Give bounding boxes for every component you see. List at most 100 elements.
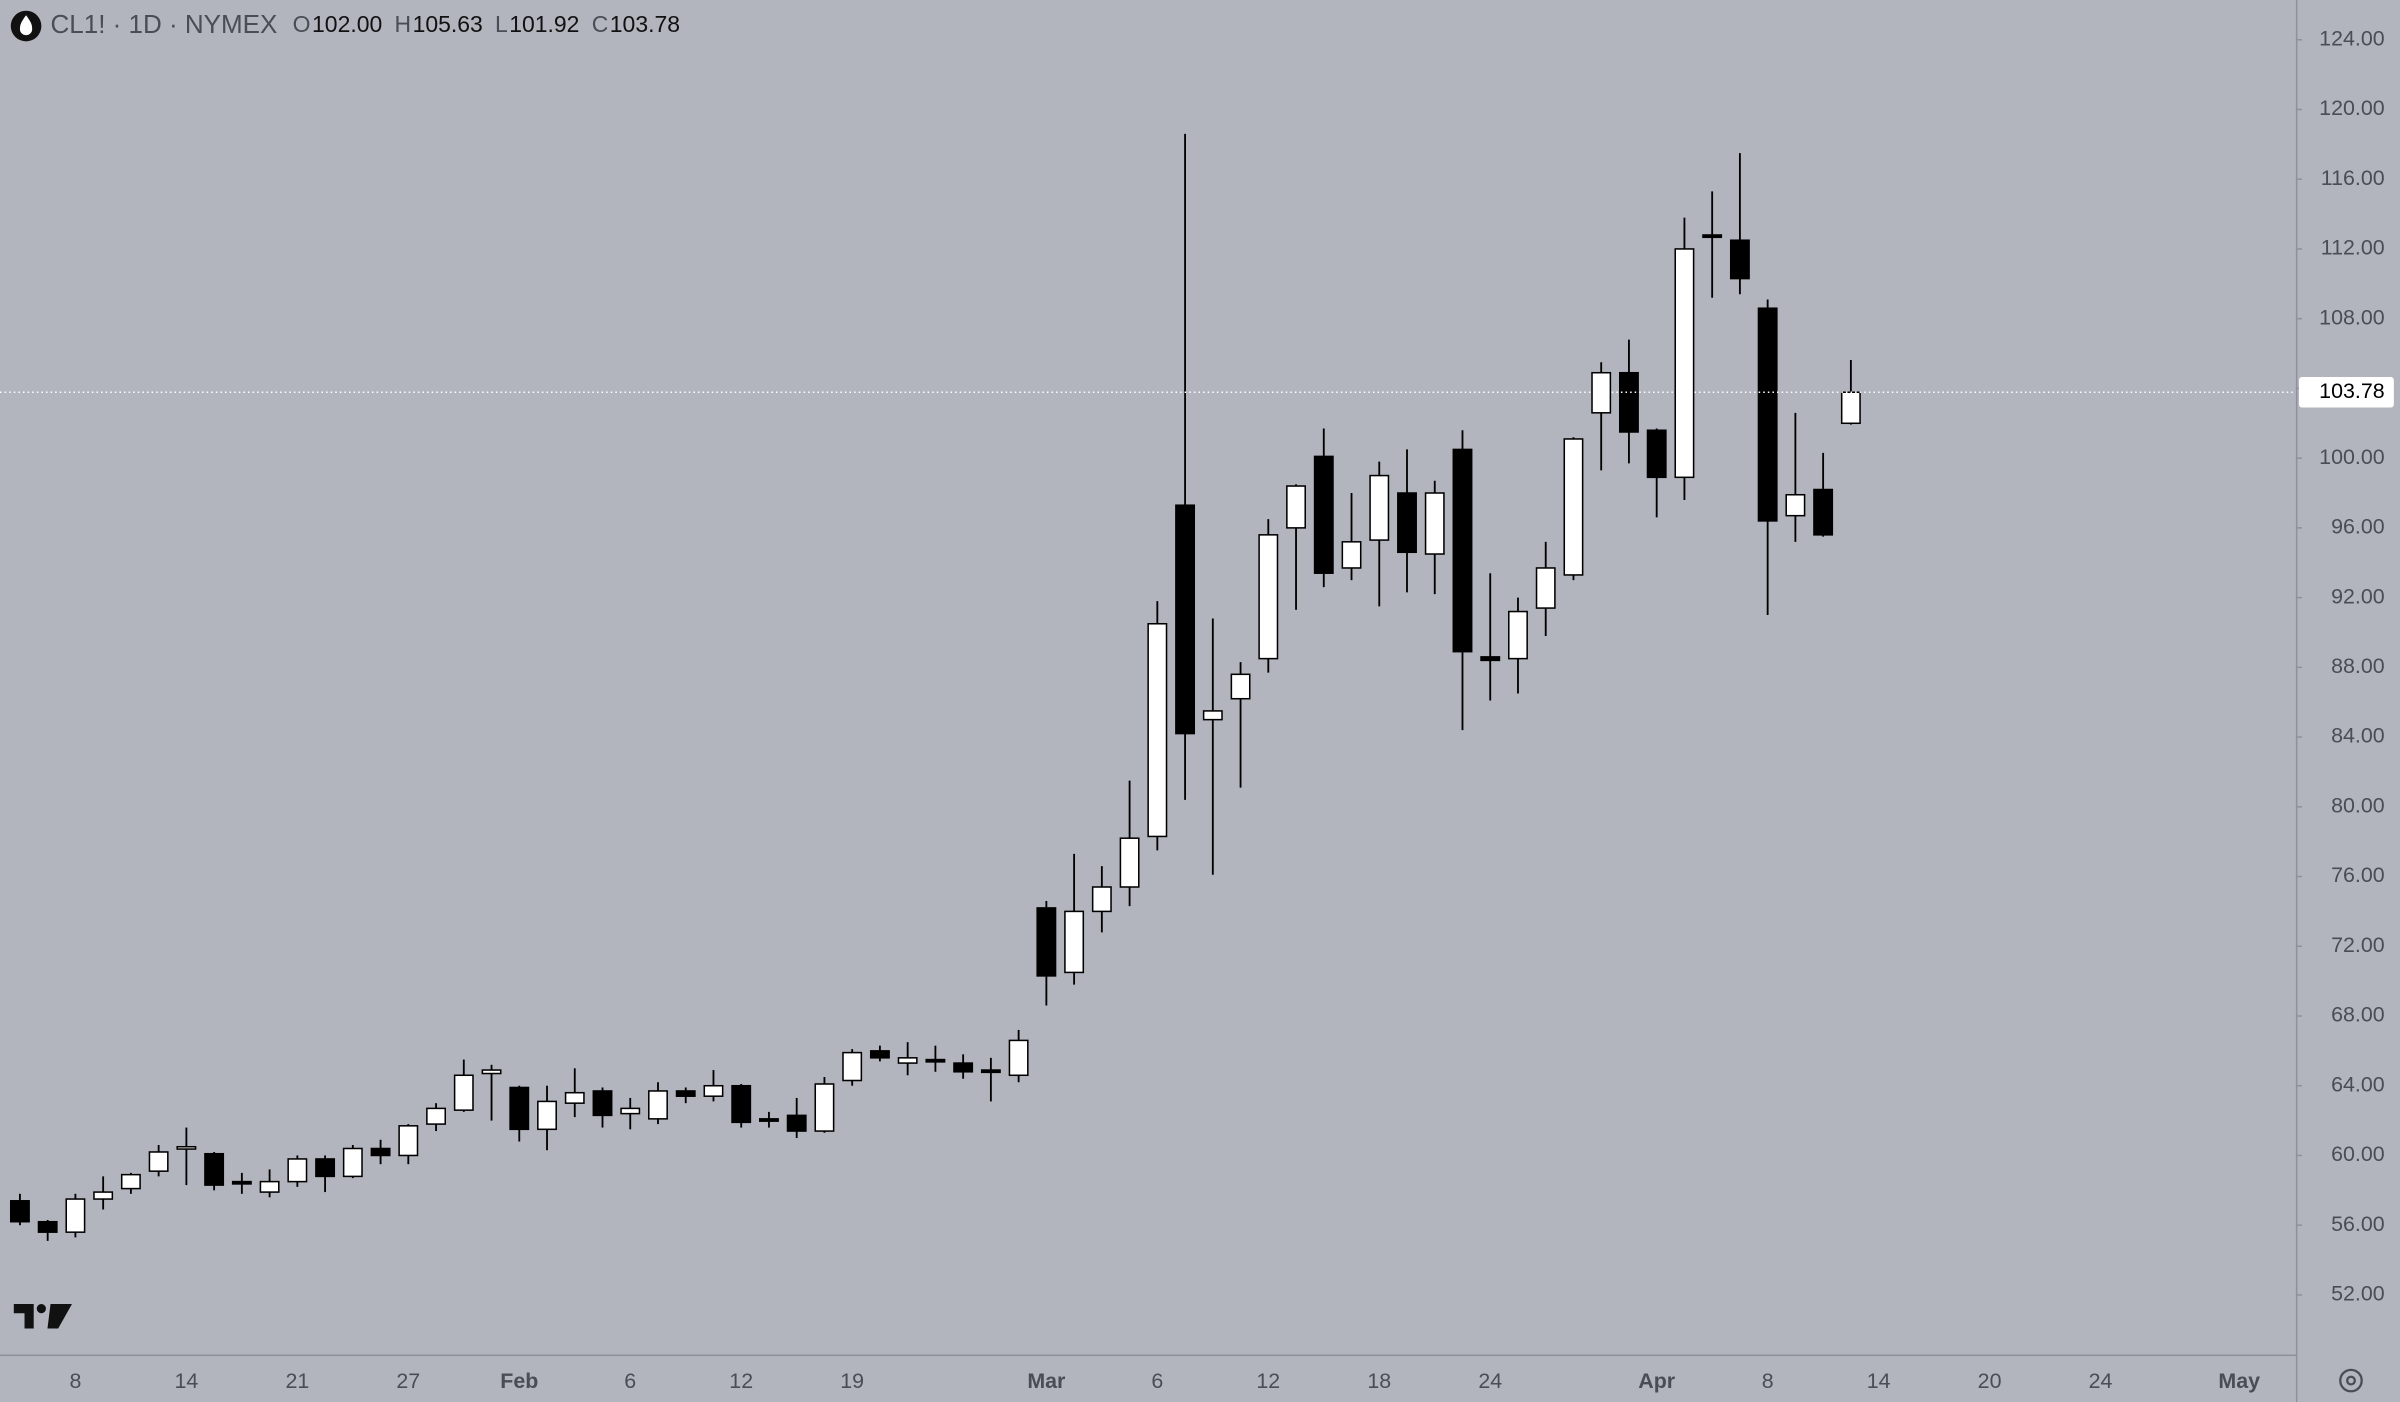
x-tick-label: 18 bbox=[1367, 1369, 1391, 1393]
x-tick-label: Mar bbox=[1027, 1369, 1065, 1393]
candle bbox=[509, 1085, 530, 1142]
candle bbox=[1008, 1029, 1029, 1083]
candle-body bbox=[204, 1152, 225, 1186]
candle-body bbox=[342, 1147, 363, 1178]
ohlc-key: L bbox=[495, 11, 508, 37]
ohlc-value: 101.92 bbox=[509, 11, 579, 37]
candle bbox=[1397, 449, 1417, 593]
y-tick-label: 92.00 bbox=[2331, 584, 2385, 608]
settings-ring[interactable] bbox=[2339, 1368, 2363, 1393]
candle-body bbox=[1147, 622, 1168, 838]
candle bbox=[287, 1155, 308, 1187]
candle bbox=[1424, 480, 1445, 595]
x-tick-label: 24 bbox=[2089, 1369, 2113, 1393]
x-tick-label: Feb bbox=[500, 1369, 538, 1393]
x-tick-label: 12 bbox=[729, 1369, 753, 1393]
candle bbox=[1147, 601, 1168, 851]
candle-body bbox=[176, 1145, 197, 1150]
candle bbox=[9, 1193, 30, 1226]
settings-core[interactable] bbox=[2346, 1375, 2356, 1386]
candle bbox=[592, 1087, 613, 1128]
x-tick-label: 20 bbox=[1978, 1369, 2002, 1393]
ohlc-value: 105.63 bbox=[413, 11, 483, 37]
x-tick-label: 8 bbox=[69, 1369, 81, 1393]
candle bbox=[1258, 519, 1279, 673]
x-tick-label: 14 bbox=[1867, 1369, 1891, 1393]
candle-body bbox=[1702, 234, 1723, 239]
candle-body bbox=[814, 1083, 835, 1132]
y-tick-label: 112.00 bbox=[2321, 236, 2385, 260]
x-tick-label: 19 bbox=[840, 1369, 864, 1393]
candle bbox=[1535, 541, 1556, 636]
candle-body bbox=[453, 1074, 474, 1111]
candle-body bbox=[1397, 492, 1417, 554]
candle bbox=[1230, 662, 1251, 788]
y-tick-label: 64.00 bbox=[2331, 1072, 2385, 1096]
candle-body bbox=[1618, 371, 1639, 433]
x-tick-label: May bbox=[2218, 1369, 2260, 1393]
last-price-tag bbox=[2298, 376, 2394, 408]
settings-icon[interactable] bbox=[2339, 1368, 2363, 1393]
y-tick-label: 80.00 bbox=[2331, 793, 2385, 817]
candle bbox=[1618, 339, 1639, 464]
candle-body bbox=[1757, 307, 1778, 522]
candle-body bbox=[925, 1058, 946, 1063]
candle bbox=[980, 1057, 1001, 1102]
candle-body bbox=[786, 1114, 807, 1132]
candle-body bbox=[980, 1069, 1001, 1074]
candle bbox=[231, 1172, 252, 1194]
candle bbox=[1341, 493, 1362, 581]
candle bbox=[953, 1054, 974, 1079]
symbol-drop bbox=[19, 15, 33, 36]
y-tick-label: 60.00 bbox=[2331, 1142, 2385, 1166]
y-tick-label: 84.00 bbox=[2331, 724, 2385, 748]
y-tick-label: 108.00 bbox=[2319, 305, 2385, 329]
candle bbox=[65, 1193, 86, 1238]
candle bbox=[537, 1085, 557, 1151]
candle-body bbox=[869, 1050, 890, 1059]
candle-body bbox=[65, 1198, 86, 1233]
candle bbox=[398, 1124, 419, 1165]
candle-body bbox=[731, 1084, 752, 1124]
logo-v bbox=[47, 1304, 72, 1329]
candle-body bbox=[592, 1090, 613, 1117]
candle bbox=[1202, 618, 1223, 875]
candle bbox=[1729, 153, 1750, 295]
candle-body bbox=[509, 1086, 530, 1131]
candle-body bbox=[1424, 492, 1445, 555]
candle-body bbox=[93, 1191, 114, 1200]
candle-body bbox=[953, 1062, 974, 1073]
y-tick-label: 120.00 bbox=[2319, 96, 2385, 120]
chart-title: CL1! · 1D · NYMEX bbox=[51, 9, 278, 39]
candle bbox=[342, 1145, 363, 1179]
candle bbox=[842, 1049, 863, 1086]
candle bbox=[148, 1145, 169, 1177]
candle-body bbox=[37, 1220, 58, 1233]
candle bbox=[93, 1176, 114, 1210]
candle bbox=[1036, 900, 1057, 1006]
candle bbox=[1480, 573, 1501, 701]
x-tick-label: 8 bbox=[1762, 1369, 1774, 1393]
candle bbox=[1702, 191, 1723, 298]
candle-body bbox=[1202, 710, 1223, 721]
candle bbox=[1757, 299, 1778, 616]
symbol-icon bbox=[10, 10, 42, 42]
ohlc-key: H bbox=[394, 11, 411, 37]
y-tick-label: 72.00 bbox=[2331, 933, 2385, 957]
ohlc-key: C bbox=[592, 11, 609, 37]
candle-body bbox=[1119, 837, 1140, 888]
candle-body bbox=[1840, 391, 1861, 425]
logo-t bbox=[13, 1304, 34, 1329]
candle-body bbox=[564, 1091, 585, 1104]
y-tick-label: 76.00 bbox=[2331, 863, 2385, 887]
candle bbox=[1452, 430, 1473, 731]
candle-body bbox=[1591, 371, 1612, 414]
candle-body bbox=[148, 1151, 169, 1172]
candle-body bbox=[759, 1118, 779, 1122]
candle bbox=[759, 1111, 779, 1128]
x-tick-label: 6 bbox=[1151, 1369, 1163, 1393]
candle bbox=[259, 1169, 280, 1198]
candle bbox=[481, 1064, 502, 1121]
